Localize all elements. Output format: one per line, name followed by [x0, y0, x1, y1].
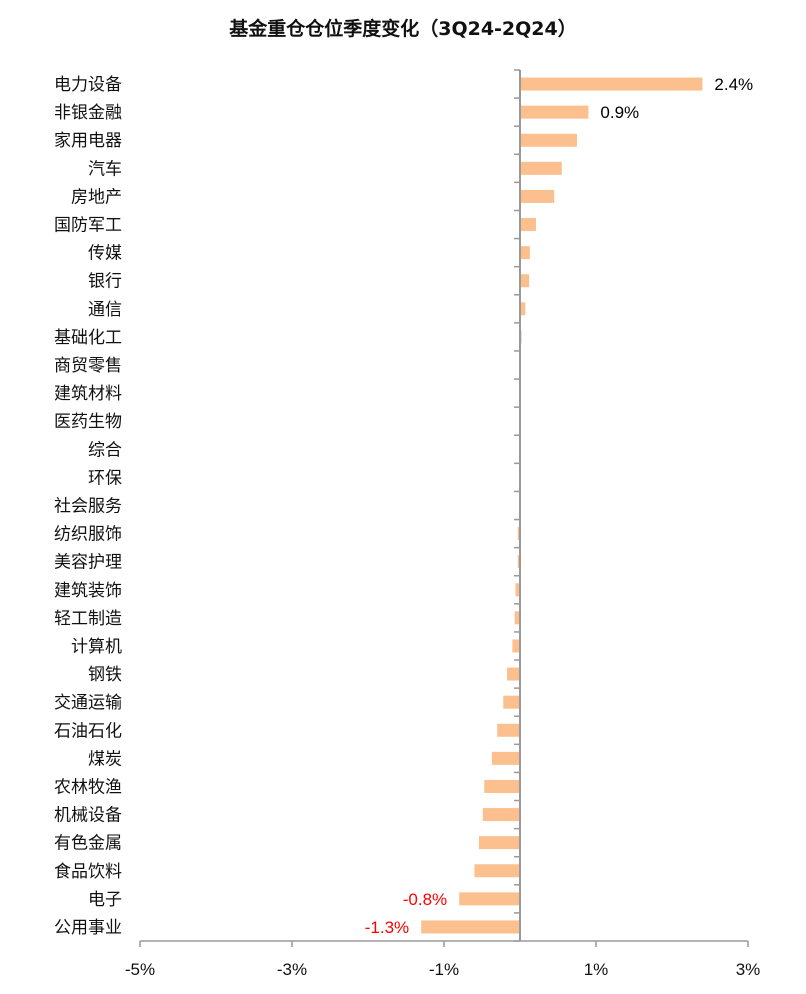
bar [517, 527, 520, 541]
category-label: 环保 [88, 468, 122, 488]
category-label: 汽车 [88, 159, 122, 179]
category-label: 非银金融 [54, 103, 122, 123]
x-tick-label: 1% [584, 960, 609, 979]
category-label: 通信 [88, 300, 122, 320]
category-label: 公用事业 [54, 918, 122, 938]
category-label: 建筑装饰 [54, 581, 122, 601]
category-label: 国防军工 [54, 216, 122, 236]
bar [520, 302, 526, 316]
bar [514, 611, 520, 625]
category-label: 纺织服饰 [54, 525, 122, 545]
bar [482, 808, 520, 822]
category-label: 计算机 [71, 637, 122, 657]
bar [507, 667, 520, 681]
bar [503, 695, 520, 709]
category-label: 农林牧渔 [54, 777, 122, 797]
bar [520, 189, 555, 203]
bar [520, 274, 530, 288]
bar [520, 133, 577, 147]
chart-title: 基金重仓仓位季度变化（3Q24-2Q24） [229, 18, 577, 40]
category-label: 社会服务 [54, 497, 122, 517]
category-label: 石油石化 [54, 721, 122, 741]
bar [517, 555, 520, 569]
category-label: 钢铁 [88, 665, 122, 685]
x-tick-label: -1% [429, 960, 459, 979]
category-label: 美容护理 [54, 553, 122, 573]
category-label: 食品饮料 [54, 862, 122, 882]
x-tick-label: -5% [125, 960, 155, 979]
bar [515, 583, 520, 597]
category-label: 建筑材料 [54, 384, 122, 404]
category-label: 交通运输 [54, 693, 122, 713]
category-label: 煤炭 [88, 749, 122, 769]
bar [484, 779, 520, 793]
data-label: -0.8% [403, 890, 447, 909]
category-label: 传媒 [88, 244, 122, 264]
bar [474, 864, 520, 878]
category-label: 家用电器 [54, 131, 122, 151]
category-label: 电力设备 [54, 75, 122, 95]
category-label: 房地产 [71, 187, 122, 207]
data-label: 0.9% [600, 103, 639, 122]
category-label: 电子 [88, 890, 122, 910]
bar [459, 892, 520, 906]
bar [491, 751, 520, 765]
category-label: 综合 [88, 440, 122, 460]
bar [497, 723, 520, 737]
bar [520, 246, 530, 260]
data-label: -1.3% [365, 918, 409, 937]
bar [520, 77, 703, 91]
category-label: 机械设备 [54, 806, 122, 826]
bar [520, 161, 562, 175]
category-label: 轻工制造 [54, 609, 122, 629]
category-label: 医药生物 [54, 412, 122, 432]
category-label: 基础化工 [54, 328, 122, 348]
category-label: 商贸零售 [54, 356, 122, 376]
bar [520, 218, 536, 232]
category-label: 有色金属 [54, 834, 122, 854]
bar [520, 105, 589, 119]
category-label: 银行 [88, 272, 122, 292]
bar [421, 920, 520, 934]
bar [512, 639, 520, 653]
x-tick-label: -3% [277, 960, 307, 979]
x-tick-label: 3% [736, 960, 761, 979]
bar [478, 836, 520, 850]
data-label: 2.4% [714, 75, 753, 94]
